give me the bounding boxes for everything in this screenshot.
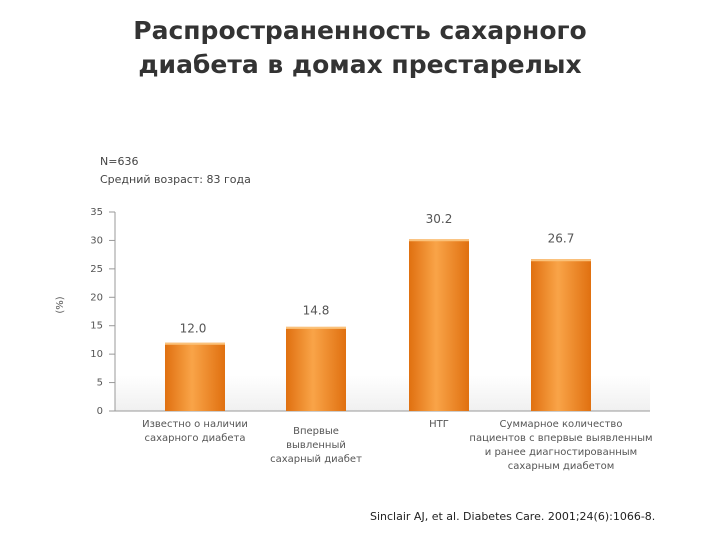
y-tick-label: 20 xyxy=(90,292,103,303)
chart-title: Распространенность сахарного диабета в д… xyxy=(133,16,587,79)
note: Средний возраст: 83 года xyxy=(100,173,251,186)
y-tick-label: 25 xyxy=(90,264,103,275)
y-tick-label: 35 xyxy=(90,207,103,218)
bar xyxy=(286,326,346,411)
bar xyxy=(165,342,225,411)
x-tick-label: НТГ xyxy=(429,419,449,430)
value-label: 30.2 xyxy=(426,212,453,226)
value-label: 26.7 xyxy=(548,232,575,246)
value-label: 14.8 xyxy=(303,303,330,317)
x-tick-label: Впервые вывленный сахарный диабет xyxy=(270,426,362,465)
y-tick-label: 15 xyxy=(90,321,103,332)
y-tick-label: 30 xyxy=(90,235,103,246)
x-tick-label: Суммарное количество пациентов с впервые… xyxy=(469,419,653,472)
value-label: 12.0 xyxy=(180,321,207,335)
y-axis-label: (%) xyxy=(55,296,66,313)
source: Sinclair AJ, et al. Diabetes Care. 2001;… xyxy=(370,510,656,523)
y-tick-label: 0 xyxy=(97,406,103,417)
y-tick-label: 10 xyxy=(90,349,103,360)
bar xyxy=(531,259,591,411)
bar xyxy=(409,239,469,411)
note: N=636 xyxy=(100,155,139,168)
y-tick-label: 5 xyxy=(97,378,103,389)
x-tick-label: Известно о наличии сахарного диабета xyxy=(142,419,248,444)
